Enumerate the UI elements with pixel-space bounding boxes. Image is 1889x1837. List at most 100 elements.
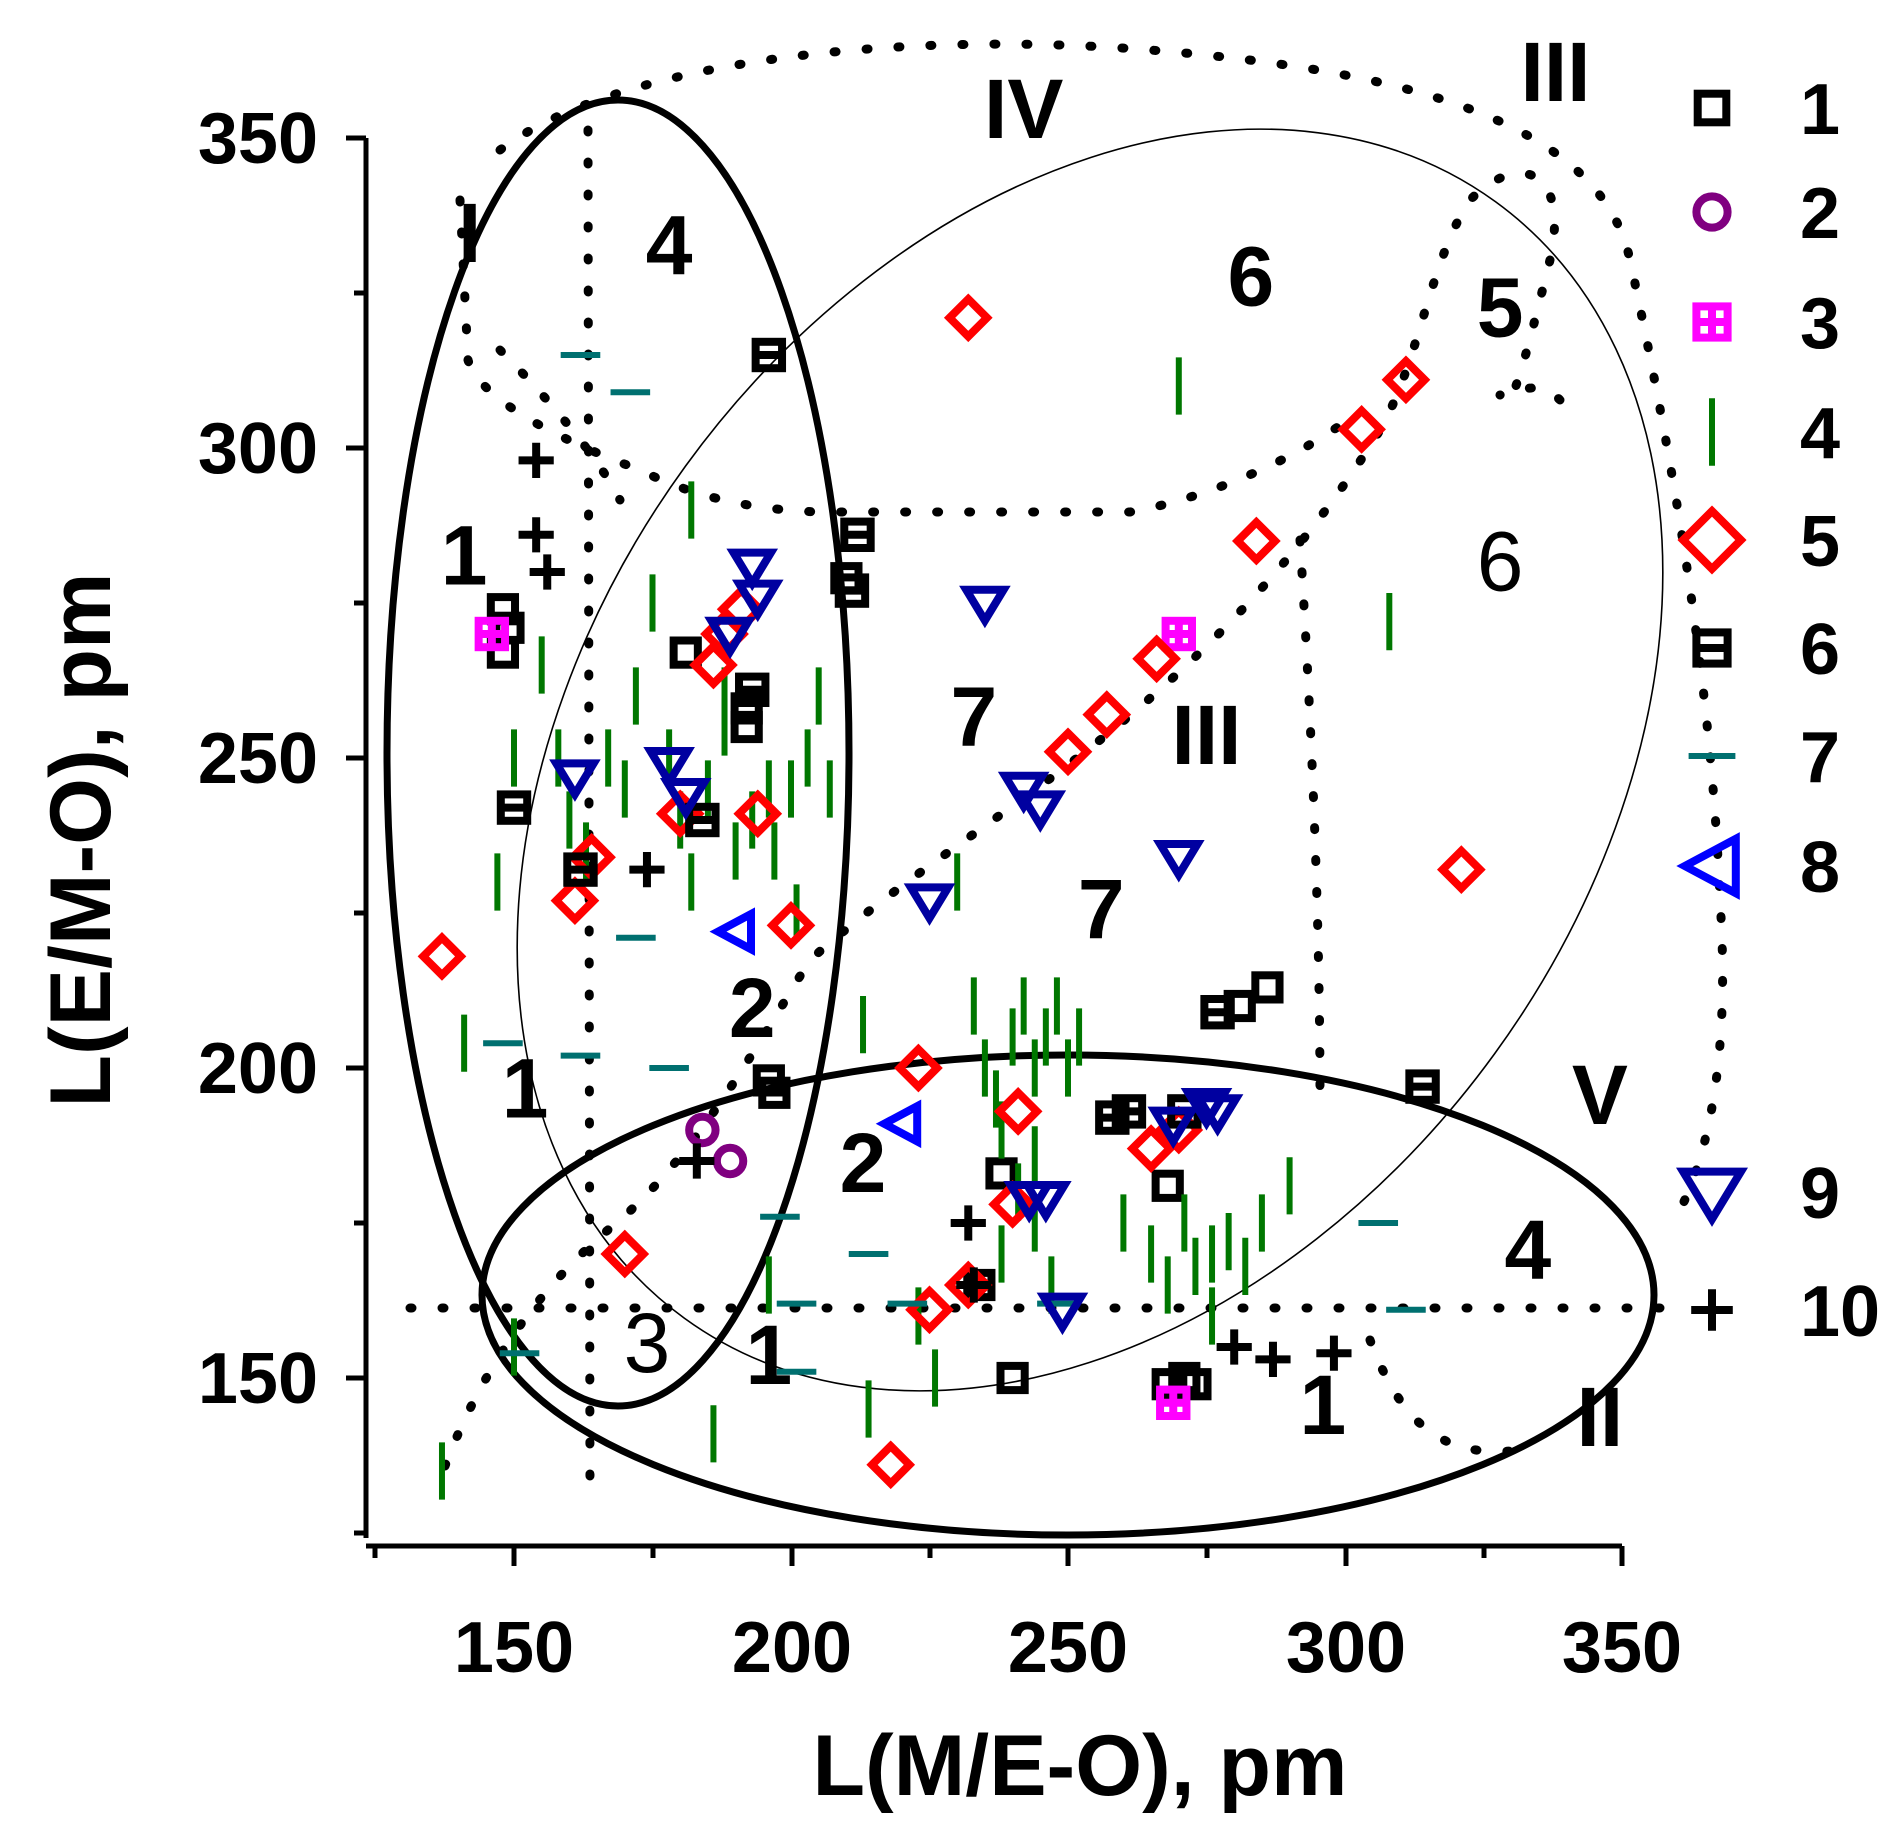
series-5-point <box>1337 405 1386 454</box>
series-9-point <box>1152 840 1205 883</box>
series-9-point <box>704 616 756 660</box>
dotted-region-outlines <box>405 39 1728 1505</box>
legend-marker-5 <box>1677 505 1747 575</box>
x-axis <box>366 1543 1625 1566</box>
series-5-point <box>943 293 993 343</box>
series-9-point <box>959 585 1011 629</box>
series-1-point <box>996 1361 1029 1395</box>
series-5-point <box>894 1043 943 1093</box>
series-6-point <box>1405 1069 1440 1104</box>
series-5-point <box>550 876 600 925</box>
series-5-point <box>1082 690 1132 739</box>
region-ellipse-6 <box>516 128 1664 1392</box>
series-5-point <box>600 1229 650 1279</box>
legend-label: 8 <box>1800 828 1840 908</box>
series-6-point <box>735 672 770 707</box>
region-label: 1 <box>502 1042 549 1136</box>
legend-marker-8 <box>1676 832 1740 900</box>
x-axis-title: L(M/E-O), pm <box>812 1718 1347 1814</box>
series-6-point <box>685 802 720 838</box>
series-6-point <box>1111 1094 1147 1129</box>
series-10-point <box>1316 1335 1352 1371</box>
series-9-point <box>726 548 779 592</box>
series-5-point <box>1126 1124 1176 1173</box>
series-3-point <box>474 616 510 652</box>
region-label: II <box>1576 1370 1623 1464</box>
series-2-point <box>685 1112 720 1148</box>
series-5-point <box>689 640 738 690</box>
series-3-point <box>1156 1385 1191 1420</box>
series-6-point <box>563 852 598 887</box>
legend-marker-6 <box>1692 628 1732 668</box>
series-1-point <box>730 710 763 744</box>
legend-label: 5 <box>1800 502 1840 582</box>
series-6-point <box>834 573 870 608</box>
series-5-point <box>417 932 467 981</box>
series-9-point <box>659 778 712 821</box>
series-1-point <box>1179 1368 1212 1401</box>
legend-label: 3 <box>1800 284 1840 364</box>
x-tick-labels: 150 200 250 300 350 <box>454 1608 1682 1688</box>
x-tick-label: 300 <box>1286 1608 1406 1688</box>
series-8-point <box>875 1099 922 1149</box>
y-axis <box>346 135 369 1538</box>
legend-label: 6 <box>1800 610 1840 690</box>
series-9-point <box>1036 1292 1089 1336</box>
region-label: I <box>458 186 481 280</box>
region-label: 2 <box>729 961 776 1055</box>
series-5-point <box>1381 355 1431 405</box>
legend-label: 7 <box>1800 718 1840 798</box>
legend-label: 2 <box>1800 174 1840 254</box>
region-label: 7 <box>1078 862 1125 956</box>
region-label: 6 <box>1227 229 1274 323</box>
series-3-point <box>1161 616 1196 652</box>
region-label: 7 <box>950 670 997 764</box>
series-1-point <box>758 1076 791 1109</box>
series-5-point <box>993 1087 1043 1136</box>
series-10-point <box>1216 1329 1252 1365</box>
region-label: 4 <box>1504 1203 1551 1297</box>
region-label: 1 <box>745 1308 792 1402</box>
y-axis-title: L(E/M-O), pm <box>33 572 129 1107</box>
region-label: 3 <box>624 1296 671 1390</box>
series-5-point <box>1436 845 1486 894</box>
series-9-point <box>1191 1094 1244 1137</box>
series-6-point <box>496 790 532 825</box>
region-label: 2 <box>840 1116 887 1210</box>
series-10-point <box>629 852 665 888</box>
series-9-point <box>1180 1088 1233 1131</box>
region-label: 1 <box>441 508 488 602</box>
y-tick-labels: 150 200 250 300 350 <box>198 99 318 1419</box>
series-5-point <box>1232 516 1281 566</box>
series-5-point <box>1132 634 1181 684</box>
series-10-point <box>518 517 554 553</box>
series-5-point <box>733 789 783 839</box>
series-10-point <box>518 442 554 478</box>
series-9-point <box>903 883 956 926</box>
series-5-point <box>866 1440 916 1490</box>
legend-label: 4 <box>1800 394 1840 474</box>
series-5-point <box>988 1180 1037 1229</box>
data-points <box>417 293 1486 1500</box>
series-9-point <box>1014 790 1067 833</box>
legend-label: 1 <box>1800 70 1840 150</box>
y-tick-label: 300 <box>198 409 318 489</box>
legend-label: 9 <box>1800 1154 1840 1234</box>
region-ellipse-i <box>383 96 853 1410</box>
series-9-point <box>643 747 695 790</box>
series-6-point <box>840 517 875 552</box>
region-label: III <box>1171 688 1241 782</box>
region-label: V <box>1572 1048 1628 1142</box>
series-10-point <box>529 554 565 590</box>
series-6-point <box>751 337 787 373</box>
series-6-point <box>1200 995 1235 1030</box>
region-label: III <box>1521 25 1591 119</box>
series-1-point <box>1251 971 1284 1004</box>
series-1-point <box>985 1157 1018 1190</box>
legend-marker-10 <box>1691 1289 1733 1331</box>
series-5-point <box>943 1260 993 1310</box>
legend-label: 10 <box>1800 1272 1880 1352</box>
series-10-point <box>950 1205 986 1241</box>
legend-marker-1 <box>1693 89 1731 127</box>
y-tick-label: 250 <box>198 719 318 799</box>
